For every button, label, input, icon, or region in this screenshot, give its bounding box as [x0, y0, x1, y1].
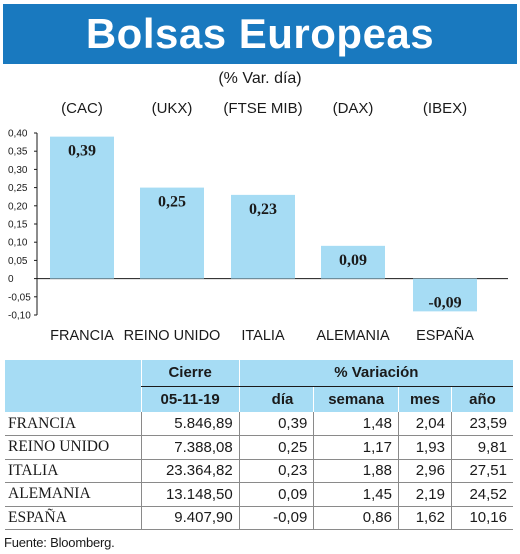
y-tick-label: 0,30	[8, 165, 28, 176]
y-tick-label: 0,05	[8, 256, 28, 267]
index-label: (UKX)	[152, 100, 193, 117]
row-ano: 27,51	[450, 459, 513, 483]
row-dia: 0,39	[238, 412, 314, 436]
row-mes: 1,62	[398, 506, 452, 530]
bar	[413, 278, 477, 312]
table-header-date: 05-11-19	[140, 386, 240, 412]
row-ano: 10,16	[450, 506, 513, 530]
category-label: ESPAÑA	[416, 327, 474, 344]
table-row: FRANCIA 5.846,89 0,39 1,48 2,04 23,59	[5, 412, 513, 436]
row-semana: 1,17	[313, 435, 399, 460]
table-row: REINO UNIDO 7.388,08 0,25 1,17 1,93 9,81	[5, 435, 513, 460]
category-label: ALEMANIA	[316, 328, 390, 344]
category-label: FRANCIA	[50, 328, 114, 344]
table-header-mes: mes	[398, 386, 452, 412]
data-label: 0,25	[158, 194, 186, 211]
row-cierre: 13.148,50	[140, 482, 240, 507]
row-semana: 1,48	[313, 412, 399, 436]
row-ano: 24,52	[450, 482, 513, 507]
row-ano: 23,59	[450, 412, 513, 436]
table-header-cierre: Cierre	[140, 360, 240, 387]
table-row: ALEMANIA 13.148,50 0,09 1,45 2,19 24,52	[5, 482, 513, 507]
index-label: (IBEX)	[423, 100, 467, 117]
row-dia: -0,09	[238, 506, 314, 530]
table-header-semana: semana	[313, 386, 399, 412]
row-mes: 1,93	[398, 435, 452, 460]
y-tick-label: 0,35	[8, 147, 28, 158]
chart-subtitle: (% Var. día)	[218, 70, 302, 87]
row-country: REINO UNIDO	[5, 435, 142, 460]
row-cierre: 7.388,08	[140, 435, 240, 460]
y-tick-label: 0,10	[8, 238, 28, 249]
y-tick-label: 0,40	[8, 129, 28, 140]
y-tick-label: 0	[8, 274, 14, 285]
row-semana: 0,86	[313, 506, 399, 530]
row-cierre: 5.846,89	[140, 412, 240, 436]
row-country: ITALIA	[5, 459, 142, 483]
table-row: ESPAÑA 9.407,90 -0,09 0,86 1,62 10,16	[5, 506, 513, 530]
index-label: (CAC)	[61, 100, 103, 117]
data-label: 0,09	[339, 252, 367, 269]
y-tick-label: -0,10	[8, 311, 31, 322]
row-semana: 1,88	[313, 459, 399, 483]
data-label: -0,09	[428, 294, 461, 311]
data-label: 0,23	[249, 201, 277, 218]
category-label: REINO UNIDO	[124, 328, 221, 344]
bar	[231, 194, 295, 279]
y-tick-label: -0,05	[8, 292, 31, 303]
row-mes: 2,04	[398, 412, 452, 436]
bar	[140, 187, 204, 279]
row-dia: 0,25	[238, 435, 314, 460]
row-cierre: 9.407,90	[140, 506, 240, 530]
data-label: 0,39	[68, 143, 96, 160]
row-semana: 1,45	[313, 482, 399, 507]
table-row: ITALIA 23.364,82 0,23 1,88 2,96 27,51	[5, 459, 513, 483]
category-label: ITALIA	[241, 328, 285, 344]
bar-chart: (CAC) (UKX) (FTSE MIB) (DAX) (IBEX) 0,40 0,35 0…	[8, 100, 508, 344]
bar	[321, 245, 385, 279]
row-dia: 0,09	[238, 482, 314, 507]
row-dia: 0,23	[238, 459, 314, 483]
chart-title: Bolsas Europeas	[3, 4, 517, 64]
y-tick-label: 0,25	[8, 183, 28, 194]
y-tick-label: 0,15	[8, 220, 28, 231]
table-header-variacion: % Variación	[238, 360, 513, 387]
bar	[50, 136, 114, 279]
index-label: (DAX)	[333, 100, 374, 117]
source-note: Fuente: Bloomberg.	[4, 535, 115, 550]
row-cierre: 23.364,82	[140, 459, 240, 483]
table-header-blank	[5, 360, 142, 386]
row-country: ESPAÑA	[5, 506, 142, 530]
row-country: FRANCIA	[5, 412, 142, 436]
row-country: ALEMANIA	[5, 482, 142, 507]
row-ano: 9,81	[450, 435, 513, 460]
y-tick-label: 0,20	[8, 201, 28, 212]
table-header-dia: día	[238, 386, 314, 412]
row-mes: 2,96	[398, 459, 452, 483]
table-header-ano: año	[450, 386, 513, 412]
row-mes: 2,19	[398, 482, 452, 507]
index-label: (FTSE MIB)	[223, 100, 302, 117]
data-table: Cierre % Variación 05-11-19 día semana m…	[5, 360, 513, 530]
